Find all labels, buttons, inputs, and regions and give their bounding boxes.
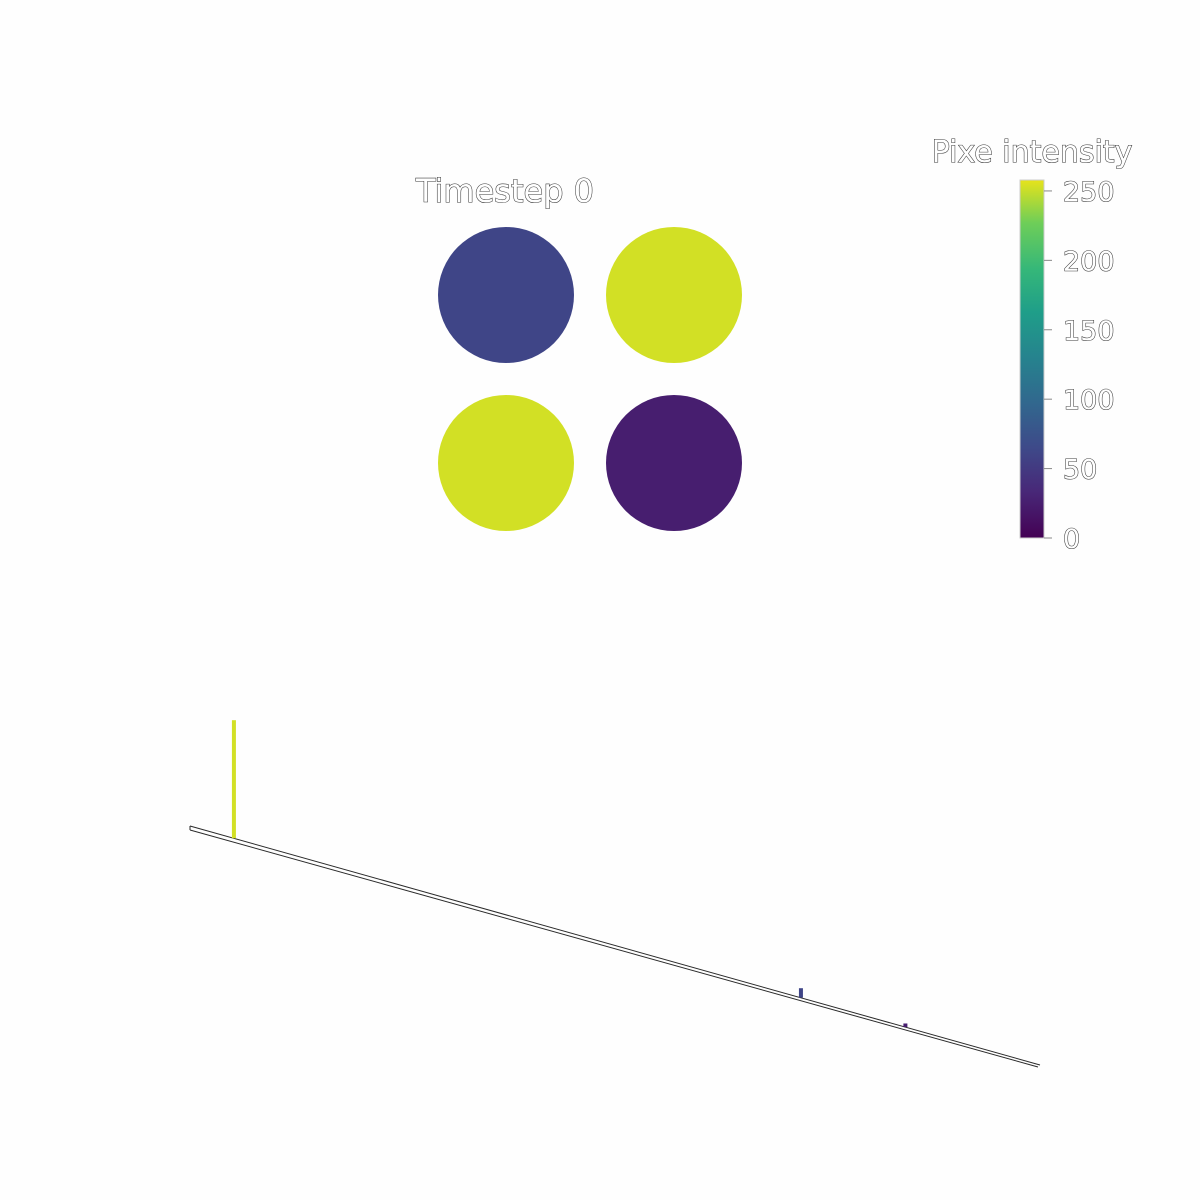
colorbar-tick-label-0: 0 [1063,524,1080,555]
heatmap-panel: Timestep 0 [414,171,742,531]
colorbar: Pixe intensity 0 50 100 150 200 250 [931,134,1133,556]
heatmap-cell-r1-c0 [438,395,574,531]
histogram-bars [231,720,908,1028]
colorbar-tick-label-4: 200 [1063,246,1115,277]
colorbar-tick-label-1: 50 [1063,455,1097,486]
heatmap-cells [438,227,742,531]
histogram-bar-1 [798,988,803,998]
colorbar-tick-label-5: 250 [1063,177,1115,208]
histogram-bar-2 [903,1023,908,1028]
colorbar-tick-label-2: 100 [1063,385,1115,416]
histogram-bar-0 [231,720,236,839]
histogram-panel [189,720,1041,1068]
colorbar-ticks: 0 50 100 150 200 250 [1044,176,1115,556]
colorbar-gradient [1019,179,1045,539]
histogram-baseline [189,825,1041,1068]
heatmap-title: Timestep 0 [415,172,594,210]
heatmap-cell-r0-c1 [606,227,742,363]
colorbar-title: Pixe intensity [932,135,1133,170]
colorbar-tick-label-3: 150 [1063,316,1115,347]
heatmap-cell-r0-c0 [438,227,574,363]
heatmap-cell-r1-c1 [606,395,742,531]
